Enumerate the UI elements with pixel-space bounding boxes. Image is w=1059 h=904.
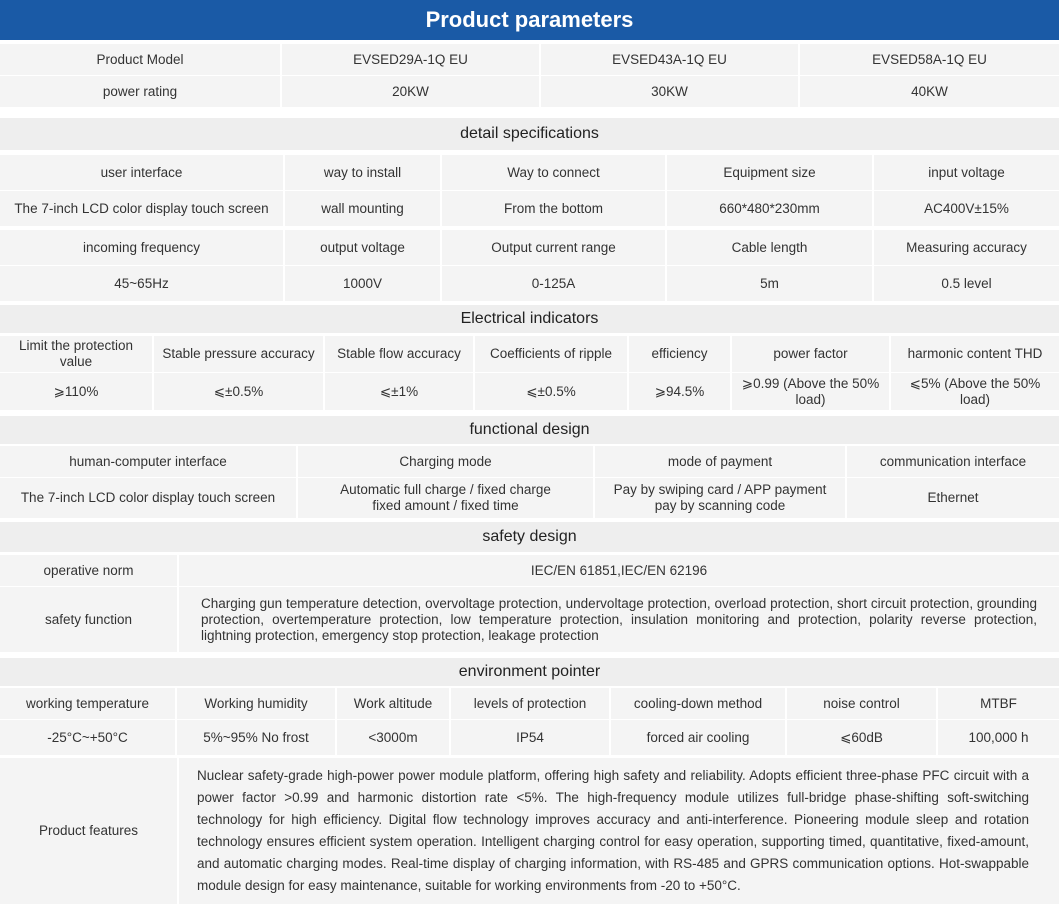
table-label-cell: EVSED43A-1Q EU: [541, 44, 798, 75]
table-label-cell: EVSED58A-1Q EU: [800, 44, 1059, 75]
table-cell: Charging gun temperature detection, over…: [179, 587, 1059, 652]
table-label-cell: output voltage: [285, 230, 440, 265]
table-cell: 45~65Hz: [0, 266, 283, 301]
table-label-cell: Product Model: [0, 44, 280, 75]
section-title: environment pointer: [0, 658, 1059, 686]
table-label-cell: incoming frequency: [0, 230, 283, 265]
table-cell: From the bottom: [442, 191, 665, 226]
table-cell: ⩽±1%: [325, 373, 473, 410]
table-cell: ⩽±0.5%: [475, 373, 627, 410]
table-cell: The 7-inch LCD color display touch scree…: [0, 478, 296, 518]
table-label-cell: levels of protection: [451, 688, 609, 719]
table-cell: AC400V±15%: [874, 191, 1059, 226]
table-cell: 0.5 level: [874, 266, 1059, 301]
table-label-cell: communication interface: [847, 446, 1059, 477]
table-cell: ⩽60dB: [787, 720, 936, 755]
table-cell: ⩾0.99 (Above the 50% load): [732, 373, 889, 410]
table-label-cell: harmonic content THD: [891, 336, 1059, 372]
table-cell: ⩽5% (Above the 50% load): [891, 373, 1059, 410]
table-label-cell: Equipment size: [667, 155, 872, 190]
table-label-cell: input voltage: [874, 155, 1059, 190]
table-cell: -25°C~+50°C: [0, 720, 175, 755]
table-label-cell: Output current range: [442, 230, 665, 265]
table-cell: ⩽±0.5%: [154, 373, 323, 410]
section-title: functional design: [0, 416, 1059, 444]
table-label-cell: EVSED29A-1Q EU: [282, 44, 539, 75]
page-title: Product parameters: [0, 0, 1059, 40]
table-cell: <3000m: [337, 720, 449, 755]
table-cell: Automatic full charge / fixed charge fix…: [298, 478, 593, 518]
section-title: safety design: [0, 522, 1059, 552]
table-label-cell: Work altitude: [337, 688, 449, 719]
table-cell: 5%~95% No frost: [177, 720, 335, 755]
table-cell: ⩾94.5%: [629, 373, 730, 410]
table-cell: 0-125A: [442, 266, 665, 301]
section-title: Electrical indicators: [0, 305, 1059, 333]
table-label-cell: IEC/EN 61851,IEC/EN 62196: [179, 555, 1059, 586]
table-label-cell: working temperature: [0, 688, 175, 719]
table-cell: IP54: [451, 720, 609, 755]
table-label-cell: Working humidity: [177, 688, 335, 719]
table-cell: The 7-inch LCD color display touch scree…: [0, 191, 283, 226]
table-cell: 40KW: [800, 76, 1059, 107]
table-label-cell: user interface: [0, 155, 283, 190]
table-cell: Nuclear safety-grade high-power power mo…: [179, 758, 1059, 904]
table-cell: power rating: [0, 76, 280, 107]
table-label-cell: power factor: [732, 336, 889, 372]
table-cell: 100,000 h: [938, 720, 1059, 755]
table-cell: forced air cooling: [611, 720, 785, 755]
table-label-cell: MTBF: [938, 688, 1059, 719]
table-label-cell: Stable flow accuracy: [325, 336, 473, 372]
table-label-cell: mode of payment: [595, 446, 845, 477]
table-cell: Pay by swiping card / APP payment pay by…: [595, 478, 845, 518]
table-cell: 20KW: [282, 76, 539, 107]
table-cell: ⩾110%: [0, 373, 152, 410]
table-label-cell: human-computer interface: [0, 446, 296, 477]
table-cell: wall mounting: [285, 191, 440, 226]
table-label-cell: Stable pressure accuracy: [154, 336, 323, 372]
table-label-cell: Limit the protection value: [0, 336, 152, 372]
table-cell: 5m: [667, 266, 872, 301]
table-cell: Product features: [0, 758, 177, 904]
table-label-cell: Coefficients of ripple: [475, 336, 627, 372]
table-cell: 660*480*230mm: [667, 191, 872, 226]
section-title: detail specifications: [0, 118, 1059, 150]
table-cell: Ethernet: [847, 478, 1059, 518]
table-label-cell: cooling-down method: [611, 688, 785, 719]
table-cell: safety function: [0, 587, 177, 652]
table-cell: 1000V: [285, 266, 440, 301]
table-label-cell: efficiency: [629, 336, 730, 372]
table-label-cell: Charging mode: [298, 446, 593, 477]
table-cell: 30KW: [541, 76, 798, 107]
table-label-cell: Way to connect: [442, 155, 665, 190]
table-label-cell: way to install: [285, 155, 440, 190]
table-label-cell: noise control: [787, 688, 936, 719]
table-label-cell: Measuring accuracy: [874, 230, 1059, 265]
table-label-cell: Cable length: [667, 230, 872, 265]
table-label-cell: operative norm: [0, 555, 177, 586]
